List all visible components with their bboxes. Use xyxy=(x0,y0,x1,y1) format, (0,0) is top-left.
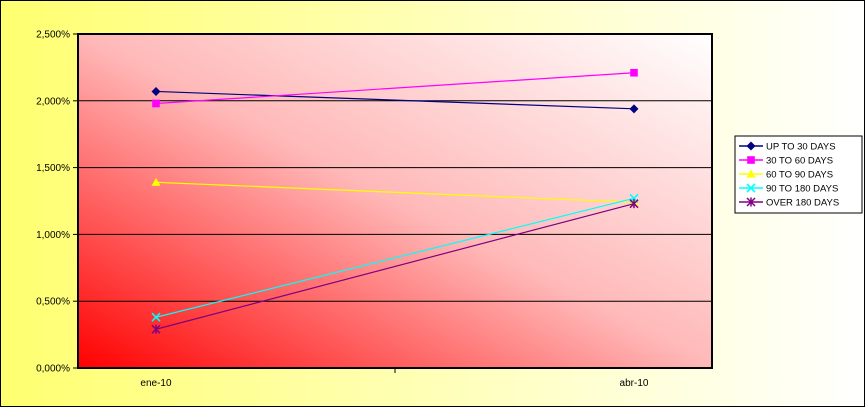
legend-marker xyxy=(747,156,755,164)
legend-label: UP TO 30 DAYS xyxy=(766,142,836,153)
legend-label: OVER 180 DAYS xyxy=(766,198,839,209)
legend: UP TO 30 DAYS 30 TO 60 DAYS 60 TO 90 DAYS 9… xyxy=(734,135,863,214)
x-tick-label: ene-10 xyxy=(140,378,172,389)
data-point xyxy=(151,324,161,334)
legend-label: 60 TO 90 DAYS xyxy=(766,170,833,181)
legend-marker xyxy=(746,169,756,178)
x-tick-label: abr-10 xyxy=(620,378,649,389)
series-line xyxy=(155,197,635,318)
series-line xyxy=(155,203,635,330)
legend-label: 90 TO 180 DAYS xyxy=(766,184,838,195)
y-tick-label: 1,000% xyxy=(36,230,70,241)
y-tick-label: 0,000% xyxy=(36,364,70,375)
legend-item: 90 TO 180 DAYS xyxy=(739,183,838,195)
y-tick-label: 0,500% xyxy=(36,297,70,308)
y-tick-label: 2,500% xyxy=(36,30,70,41)
y-tick-label: 2,000% xyxy=(36,96,70,107)
series-group xyxy=(151,68,639,334)
data-point xyxy=(630,68,638,77)
gridlines xyxy=(78,100,712,302)
data-point xyxy=(151,86,161,96)
y-tick-label: 1,500% xyxy=(36,163,70,174)
series-1 xyxy=(151,86,639,114)
data-point xyxy=(151,312,161,322)
plot-area xyxy=(78,34,712,368)
series-5 xyxy=(151,199,639,334)
data-point xyxy=(629,104,639,114)
data-point xyxy=(151,177,161,186)
axes: 0,000% 0,500% 1,000% 1,500% 2,000% 2,500% ene-… xyxy=(36,30,649,390)
legend-marker xyxy=(746,197,756,207)
legend-item: OVER 180 DAYS xyxy=(739,197,839,209)
series-line xyxy=(155,181,635,203)
series-line xyxy=(155,72,635,105)
data-point xyxy=(629,199,639,209)
series-2 xyxy=(152,68,638,108)
legend-marker xyxy=(746,183,756,193)
legend-label: 30 TO 60 DAYS xyxy=(766,156,833,167)
legend-item: 60 TO 90 DAYS xyxy=(739,169,833,181)
data-point xyxy=(152,99,160,108)
legend-marker xyxy=(746,141,756,151)
legend-item: UP TO 30 DAYS xyxy=(739,141,836,153)
legend-item: 30 TO 60 DAYS xyxy=(739,156,833,167)
series-line xyxy=(155,90,635,110)
